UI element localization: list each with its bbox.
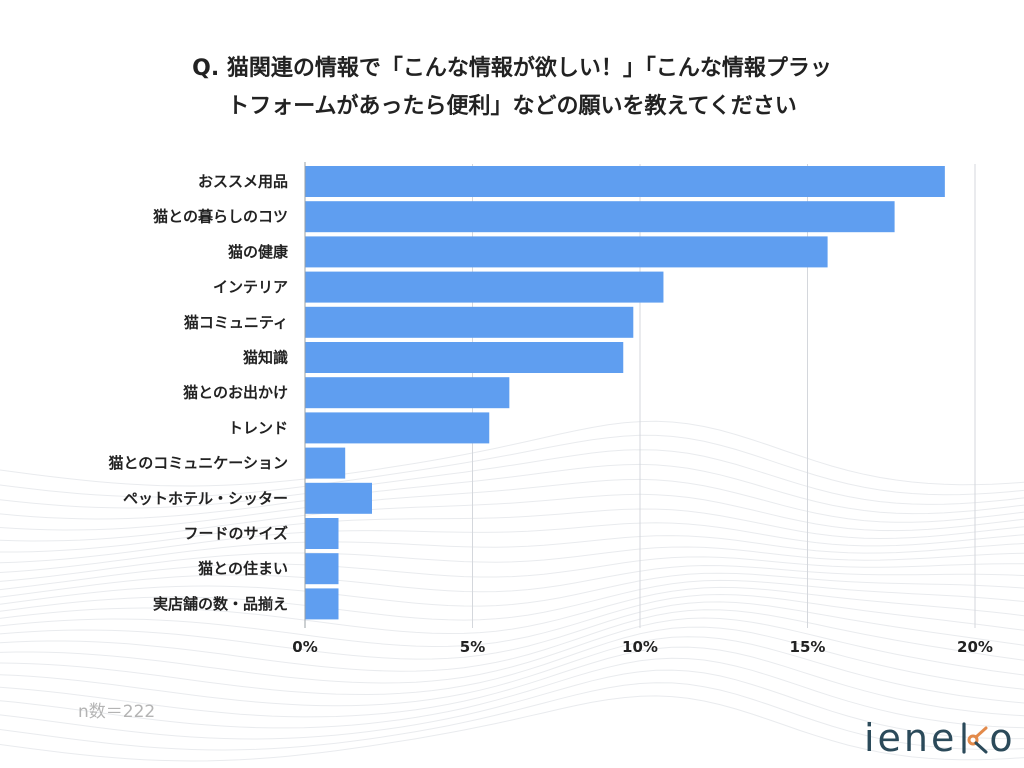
category-label: 実店舗の数・品揃え: [153, 595, 288, 613]
logo-k-icon: [962, 722, 988, 754]
background-wave-line: [0, 646, 1024, 718]
background-wave-line: [0, 601, 1024, 660]
category-label: おススメ用品: [198, 173, 288, 191]
background-wave-line: [0, 657, 1024, 729]
x-tick-label: 10%: [622, 638, 658, 656]
background-wave-line: [0, 463, 1024, 520]
background-wave-line: [0, 478, 1024, 531]
category-label: トレンド: [228, 419, 288, 437]
logo-text-o: o: [989, 716, 1016, 760]
category-label: 猫とのお出かけ: [183, 384, 288, 402]
bar: [305, 588, 339, 620]
background-wave-line: [0, 572, 1024, 607]
x-tick-label: 0%: [292, 638, 317, 656]
x-tick-label: 5%: [460, 638, 485, 656]
bar: [305, 342, 624, 373]
category-label: 猫との住まい: [198, 560, 288, 578]
background-wave-line: [0, 434, 1024, 498]
sample-size-note: n数＝222: [78, 702, 156, 722]
category-label: ペットホテル・シッター: [123, 489, 288, 507]
background-wave-line: [0, 535, 1024, 573]
bar: [305, 377, 510, 409]
background-wave-line: [0, 508, 1024, 553]
logo-text-part: iene: [864, 716, 958, 760]
bar: [305, 271, 664, 303]
chart-title-line-1: Q. 猫関連の情報で「こんな情報が欲しい！」「こんな情報プラッ: [192, 56, 832, 81]
background-wave-line: [0, 636, 1024, 707]
background-wave-line: [0, 609, 1024, 672]
category-label: フードのサイズ: [183, 525, 288, 543]
category-label: 猫とのコミュニケーション: [108, 454, 288, 472]
bar: [305, 412, 490, 444]
background-wave-line: [0, 579, 1024, 621]
category-label: 猫との暮らしのコツ: [153, 208, 288, 226]
background-wave-line: [0, 546, 1024, 582]
background-wave-line: [0, 695, 1024, 762]
background-wave-line: [0, 593, 1024, 648]
background-wave-line: [0, 420, 1024, 487]
chart-title: Q. 猫関連の情報で「こんな情報が欲しい！」「こんな情報プラッ トフォームがあっ…: [60, 50, 964, 126]
background-wave-line: [0, 586, 1024, 635]
x-tick-label: 20%: [957, 638, 993, 656]
bar: [305, 447, 346, 479]
category-label: インテリア: [213, 278, 288, 296]
bar: [305, 306, 634, 338]
bar: [305, 518, 339, 549]
background-wave-line: [0, 493, 1024, 542]
background-wave-line: [0, 682, 1024, 751]
background-wave-line: [0, 556, 1024, 591]
ieneko-logo: iene o: [864, 716, 1016, 760]
category-label: 猫知識: [243, 349, 288, 367]
background-wave-line: [0, 669, 1024, 740]
background-wave-line: [0, 617, 1024, 684]
bar: [305, 482, 372, 514]
background-wave-line: [0, 564, 1024, 598]
background-wave-line: [0, 626, 1024, 696]
bar: [305, 166, 945, 197]
category-label: 猫コミュニティ: [184, 313, 288, 331]
background-wave-line: [0, 522, 1024, 564]
background-wave-line: [0, 449, 1024, 509]
category-label: 猫の健康: [228, 243, 289, 261]
x-tick-label: 15%: [790, 638, 826, 656]
bar: [305, 236, 828, 268]
bar: [305, 553, 339, 585]
chart-title-line-2: トフォームがあったら便利」などの願いを教えてください: [227, 94, 797, 119]
bar: [305, 201, 895, 233]
